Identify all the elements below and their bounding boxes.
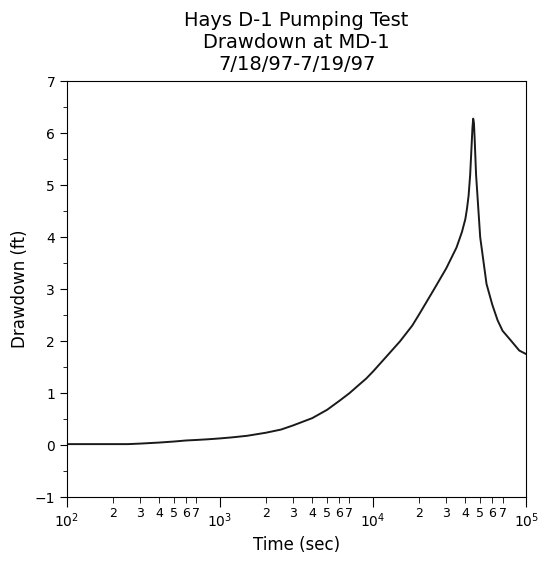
X-axis label: Time (sec): Time (sec) bbox=[253, 536, 340, 554]
Y-axis label: Drawdown (ft): Drawdown (ft) bbox=[11, 230, 29, 349]
Title: Hays D-1 Pumping Test
Drawdown at MD-1
7/18/97-7/19/97: Hays D-1 Pumping Test Drawdown at MD-1 7… bbox=[184, 11, 409, 74]
